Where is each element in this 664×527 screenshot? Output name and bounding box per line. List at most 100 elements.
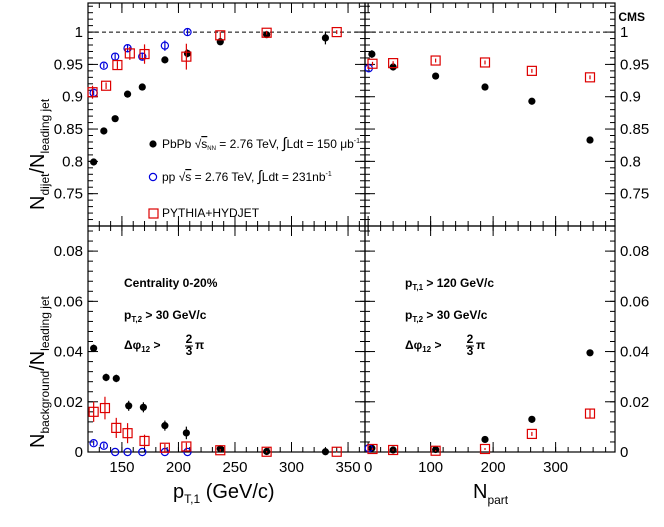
series-pythia-hydjet xyxy=(87,26,342,99)
y-tick-label: 1 xyxy=(75,24,83,41)
annotation-dphi-cut-right: Δφ12 > 2 3 π xyxy=(405,332,485,358)
x-axis-title-right: Npart xyxy=(473,481,509,507)
legend-label-pp: pp √s = 2.76 TeV, ∫Ldt = 231nb-1 xyxy=(162,168,332,185)
data-point xyxy=(528,97,536,105)
y-tick-label: 0.9 xyxy=(620,89,641,106)
data-point xyxy=(388,444,399,456)
data-point xyxy=(100,127,108,135)
series-pbpb xyxy=(368,349,594,454)
data-point xyxy=(90,344,98,352)
y-axis-title-bottom: Nbackground/Nleading jet xyxy=(27,295,52,448)
svg-text:π: π xyxy=(195,338,204,352)
series-pythia-hydjet xyxy=(367,55,596,83)
data-point xyxy=(528,415,536,423)
data-point xyxy=(215,30,226,41)
legend: PbPb √sNN = 2.76 TeV, ∫Ldt = 150 μb-1 pp… xyxy=(148,135,360,220)
y-tick-label: 0.8 xyxy=(62,153,83,170)
data-point xyxy=(182,429,190,437)
legend-label-pythia: PYTHIA+HYDJET xyxy=(162,206,260,220)
data-point xyxy=(123,44,132,53)
data-point xyxy=(112,59,123,71)
data-point xyxy=(160,41,170,50)
data-point xyxy=(99,441,109,450)
data-point xyxy=(110,447,120,457)
x-tick-label: 300 xyxy=(279,459,304,476)
data-point xyxy=(181,51,192,62)
y-tick-label: 0.85 xyxy=(620,121,649,138)
annotation-dphi-cut-left: Δφ12 > 2 3 π xyxy=(124,332,204,358)
data-point xyxy=(124,48,135,59)
data-point xyxy=(87,87,98,98)
x-tick-label: 0 xyxy=(364,459,372,476)
x-tick-label: 200 xyxy=(481,459,506,476)
data-point xyxy=(102,373,110,382)
y-tick-label: 0 xyxy=(620,444,628,461)
data-point xyxy=(526,65,537,76)
data-point xyxy=(138,83,146,91)
legend-marker-pp xyxy=(148,172,158,182)
y-tick-label: 0 xyxy=(75,444,83,461)
data-point xyxy=(215,445,226,456)
svg-text:2: 2 xyxy=(467,332,474,346)
series-pythia-hydjet xyxy=(367,408,596,456)
data-point xyxy=(389,63,397,71)
data-point xyxy=(481,435,489,444)
y-tick-label: 0.75 xyxy=(620,186,649,203)
data-point xyxy=(331,446,342,457)
x-tick-label: 200 xyxy=(166,459,191,476)
svg-text:3: 3 xyxy=(186,344,193,358)
data-point xyxy=(364,444,373,453)
svg-text:Δφ12 >: Δφ12 > xyxy=(124,338,160,354)
data-point xyxy=(159,442,170,453)
data-point xyxy=(584,408,596,419)
series-pbpb xyxy=(90,31,330,166)
y-tick-label: 0.95 xyxy=(54,56,83,73)
series-pbpb xyxy=(90,344,330,456)
series-pp xyxy=(364,444,373,453)
data-point xyxy=(261,446,272,457)
data-point xyxy=(89,439,98,448)
legend-marker-pythia xyxy=(148,208,159,219)
data-point xyxy=(123,90,132,98)
data-point xyxy=(481,83,489,91)
panel-bottom-right: 0 0.02 0.04 0.06 0.08 0 100 200 300 xyxy=(364,225,649,476)
annotation-centrality: Centrality 0-20% xyxy=(124,276,218,290)
data-point xyxy=(183,447,192,457)
y-tick-label: 0.02 xyxy=(54,394,83,411)
data-point xyxy=(584,72,596,83)
y-tick-label: 0.02 xyxy=(620,394,649,411)
data-point xyxy=(139,403,147,411)
data-point xyxy=(183,27,192,37)
data-point xyxy=(526,428,537,440)
x-tick-label: 150 xyxy=(109,459,134,476)
panel-frame xyxy=(364,2,616,227)
data-point xyxy=(122,428,133,439)
y-tick-label: 0.08 xyxy=(54,243,83,260)
data-point xyxy=(368,50,376,58)
data-point xyxy=(432,72,440,80)
legend-marker-pbpb xyxy=(149,140,157,148)
data-point xyxy=(586,349,594,357)
data-point xyxy=(586,136,594,144)
series-pp xyxy=(89,27,192,98)
y-tick-label: 0.04 xyxy=(620,344,649,361)
y-tick-label: 0.95 xyxy=(620,56,649,73)
data-point xyxy=(111,422,122,433)
svg-text:π: π xyxy=(476,338,485,352)
data-point xyxy=(479,443,491,455)
panel-frame xyxy=(364,225,616,453)
data-point xyxy=(138,447,147,457)
cms-label: CMS xyxy=(618,10,645,24)
data-point xyxy=(112,374,120,383)
svg-text:3: 3 xyxy=(467,344,474,358)
panel-bottom-left: 0 0.02 0.04 0.06 0.08 150 200 250 300 350 xyxy=(54,225,366,476)
svg-text:Δφ12 >: Δφ12 > xyxy=(405,338,441,354)
svg-text:2: 2 xyxy=(186,332,193,346)
data-point xyxy=(183,49,192,58)
annotation-pt2-cut-left: pT,2 > 30 GeV/c xyxy=(124,308,207,324)
data-point xyxy=(161,422,169,430)
data-point xyxy=(139,435,150,447)
x-tick-label: 300 xyxy=(543,459,568,476)
data-point xyxy=(123,447,132,457)
data-point xyxy=(161,56,169,64)
